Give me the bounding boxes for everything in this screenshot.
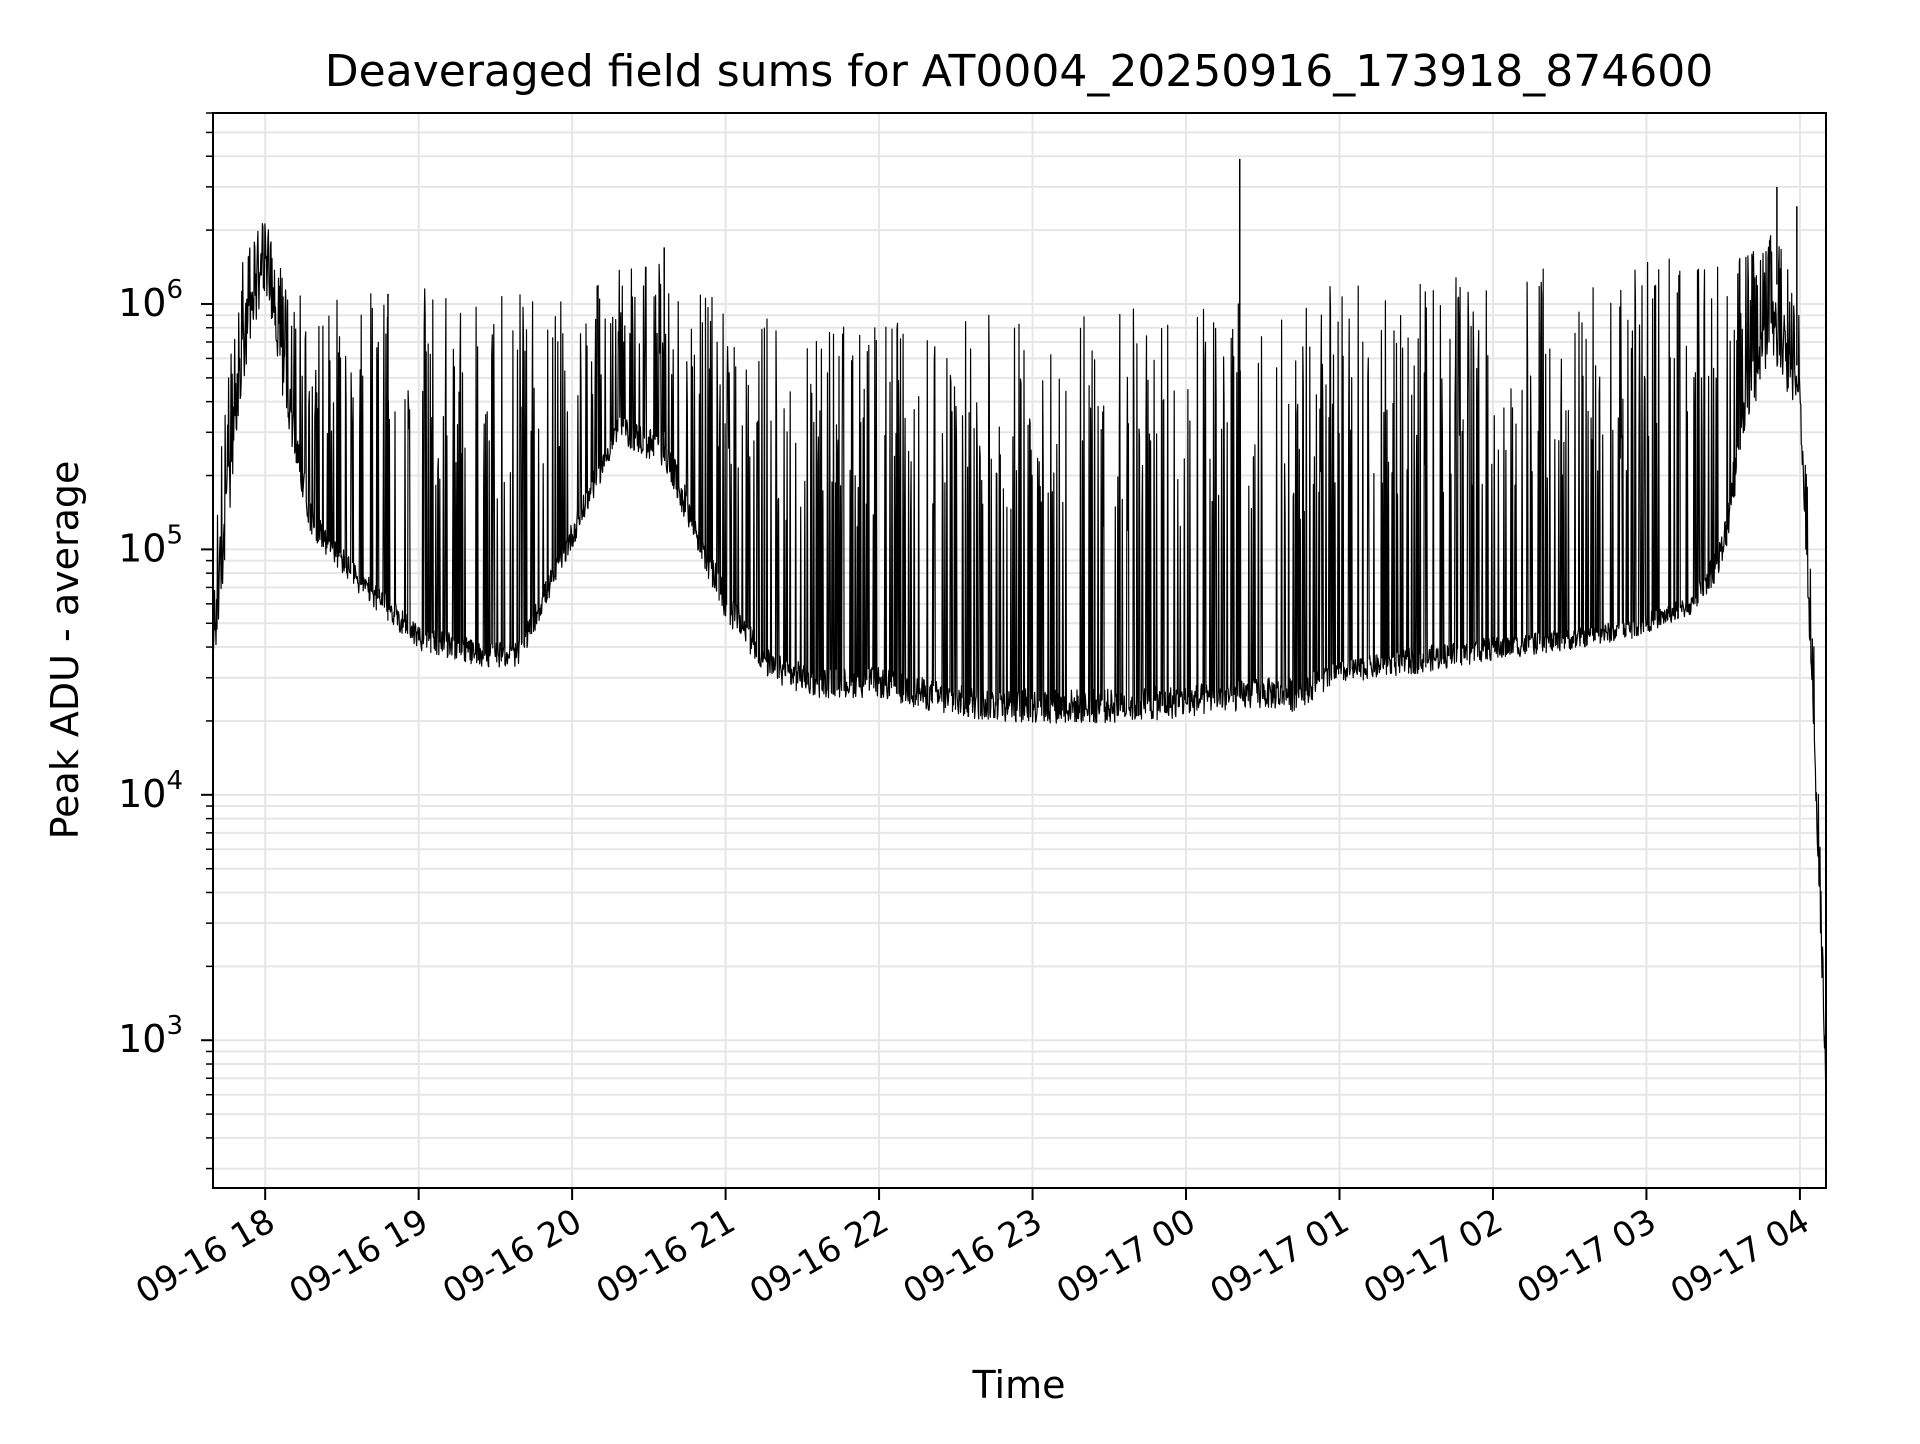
y-tick-base: 10 [118, 526, 166, 570]
y-tick-label: 106 [118, 275, 183, 325]
y-tick-label: 105 [118, 520, 183, 570]
grid-layer [213, 112, 1826, 1188]
y-tick-base: 10 [118, 281, 166, 325]
y-tick-exponent: 6 [166, 275, 183, 305]
y-tick-label: 104 [118, 766, 183, 816]
series-layer [212, 158, 1827, 1095]
plot-frame [212, 112, 1827, 1189]
y-axis-label: Peak ADU - average [43, 461, 87, 840]
series-line [212, 223, 1827, 1095]
y-tick-exponent: 3 [166, 1011, 183, 1041]
x-axis-label: Time [972, 1363, 1066, 1407]
y-tick-label: 103 [118, 1011, 183, 1061]
y-tick-base: 10 [118, 772, 166, 816]
y-tick-exponent: 5 [166, 520, 183, 550]
chart-title: Deaveraged field sums for AT0004_2025091… [325, 46, 1713, 97]
y-tick-exponent: 4 [166, 766, 183, 796]
y-tick-base: 10 [118, 1017, 166, 1061]
